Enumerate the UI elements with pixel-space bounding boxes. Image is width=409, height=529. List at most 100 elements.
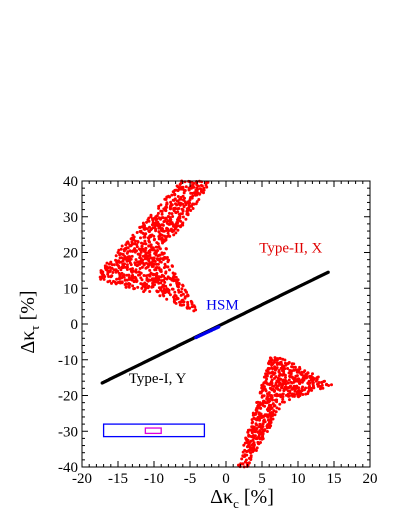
scatter-point-red bbox=[138, 256, 142, 260]
scatter-point-red bbox=[173, 192, 177, 196]
scatter-point-red bbox=[136, 285, 140, 289]
scatter-point-red bbox=[101, 273, 105, 277]
scatter-point-red bbox=[110, 281, 113, 285]
scatter-point-red bbox=[167, 288, 171, 292]
scatter-point-red bbox=[152, 234, 156, 238]
scatter-point-red bbox=[119, 268, 123, 272]
scatter-point-red bbox=[169, 227, 173, 231]
y-axis-label: Δκτ [%] bbox=[17, 290, 42, 353]
scatter-point-red bbox=[145, 276, 149, 280]
scatter-point-red bbox=[110, 263, 114, 267]
scatter-point-red bbox=[184, 201, 188, 205]
scatter-point-red bbox=[266, 409, 270, 413]
scatter-point-red bbox=[149, 233, 153, 237]
scatter-point-red bbox=[175, 184, 179, 188]
scatter-point-red bbox=[266, 418, 270, 422]
scatter-point-red bbox=[178, 215, 182, 219]
scatter-point-red bbox=[266, 382, 270, 386]
x-axis-label-main: Δκ bbox=[210, 486, 233, 508]
scatter-point-red bbox=[269, 405, 273, 409]
scatter-point-red bbox=[293, 389, 297, 393]
scatter-point-red bbox=[160, 212, 164, 216]
scatter-point-red bbox=[181, 221, 185, 225]
scatter-point-red bbox=[157, 204, 161, 208]
scatter-point-red bbox=[189, 191, 193, 195]
scatter-point-red bbox=[270, 378, 274, 382]
scatter-point-red bbox=[269, 357, 273, 360]
scatter-point-red bbox=[168, 211, 171, 215]
scatter-point-red bbox=[143, 281, 147, 285]
scatter-point-red bbox=[261, 389, 264, 393]
scatter-point-red bbox=[149, 243, 153, 247]
scatter-point-red bbox=[179, 290, 183, 294]
scatter-point-red bbox=[252, 416, 256, 420]
scatter-point-red bbox=[304, 392, 308, 396]
scatter-point-red bbox=[181, 186, 185, 190]
scatter-point-red bbox=[164, 271, 168, 275]
scatter-point-red bbox=[178, 203, 182, 207]
scatter-point-red bbox=[155, 223, 159, 227]
scatter-point-red bbox=[101, 270, 105, 274]
scatter-point-red bbox=[151, 263, 155, 267]
scatter-point-red bbox=[269, 416, 273, 420]
scatter-point-red bbox=[157, 281, 161, 285]
scatter-point-red bbox=[192, 185, 196, 189]
scatter-point-red bbox=[118, 273, 122, 277]
scatter-point-red bbox=[271, 402, 275, 406]
scatter-point-red bbox=[269, 387, 273, 391]
scatter-point-red bbox=[307, 382, 311, 386]
scatter-point-red bbox=[167, 234, 171, 238]
scatter-point-red bbox=[137, 247, 141, 251]
annotations: Type-II, X HSM Type-I, Y bbox=[129, 241, 323, 387]
scatter-point-red bbox=[138, 267, 142, 270]
scatter-point-red bbox=[148, 290, 152, 293]
scatter-point-red bbox=[173, 294, 177, 297]
scatter-point-red bbox=[178, 183, 182, 186]
scatter-point-red bbox=[290, 393, 294, 397]
scatter-point-red bbox=[256, 403, 260, 407]
scatter-point-red bbox=[302, 370, 306, 374]
y-tick-label: -40 bbox=[58, 460, 78, 476]
scatter-point-red bbox=[202, 186, 206, 190]
x-tick-label: -5 bbox=[184, 471, 197, 487]
scatter-point-red bbox=[123, 283, 127, 286]
scatter-point-red bbox=[125, 263, 129, 267]
scatter-point-red bbox=[174, 226, 177, 230]
scatter-point-red bbox=[159, 257, 163, 261]
scatter-point-red bbox=[142, 274, 146, 277]
scatter-point-red bbox=[278, 402, 282, 406]
scatter-point-red bbox=[175, 203, 179, 207]
scatter-point-red bbox=[147, 229, 151, 233]
scatter-point-red bbox=[256, 400, 260, 404]
scatter-point-red bbox=[262, 375, 266, 379]
scatter-point-red bbox=[130, 270, 134, 274]
scatter-point-red bbox=[166, 231, 170, 235]
scatter-point-red bbox=[132, 235, 136, 239]
scatter-point-red bbox=[143, 239, 147, 243]
scatter-point-red bbox=[134, 239, 137, 243]
scatter-point-red bbox=[281, 369, 284, 373]
scatter-point-red bbox=[148, 225, 151, 229]
scatter-point-red bbox=[179, 212, 183, 216]
scatter-point-red bbox=[193, 191, 197, 195]
axis-ticks bbox=[81, 180, 371, 468]
scatter-point-red bbox=[142, 262, 146, 266]
scatter-point-red bbox=[123, 247, 127, 251]
scatter-point-red bbox=[278, 356, 282, 360]
scatter-point-red bbox=[271, 417, 275, 421]
x-axis-label-unit: [%] bbox=[239, 486, 274, 508]
scatter-point-red bbox=[125, 273, 129, 277]
scatter-point-red bbox=[125, 265, 129, 269]
scatter-point-red bbox=[298, 394, 302, 398]
scatter-point-red bbox=[282, 387, 286, 391]
scatter-point-red bbox=[266, 394, 270, 398]
scatter-point-red bbox=[105, 261, 109, 265]
scatter-point-red bbox=[184, 290, 188, 294]
scatter-point-red bbox=[200, 189, 203, 193]
scatter-point-red bbox=[265, 430, 269, 433]
scatter-point-red bbox=[180, 287, 184, 291]
scatter-point-red bbox=[112, 263, 116, 267]
scatter-point-red bbox=[268, 382, 272, 386]
scatter-point-red bbox=[315, 376, 319, 380]
scatter-point-red bbox=[159, 281, 163, 285]
